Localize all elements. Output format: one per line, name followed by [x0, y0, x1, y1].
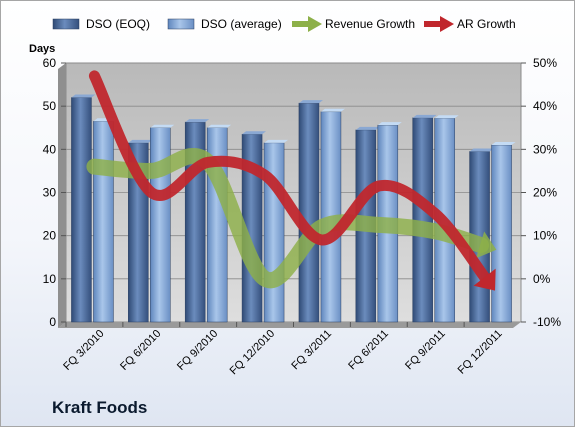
- y2-tick-label: 30%: [533, 142, 557, 156]
- legend-label: DSO (EOQ): [86, 17, 150, 31]
- y2-tick-label: 10%: [533, 229, 557, 243]
- legend-label: AR Growth: [457, 17, 516, 31]
- bar: [412, 117, 433, 323]
- chart-title: Kraft Foods: [52, 398, 148, 417]
- y-tick-label: 10: [43, 272, 57, 286]
- bar-top: [185, 119, 210, 123]
- legend-label: DSO (average): [201, 17, 282, 31]
- bar-top: [71, 94, 96, 98]
- bar-top: [434, 115, 459, 119]
- y-tick-label: 30: [43, 186, 57, 200]
- growth-lines-layer: [86, 70, 497, 291]
- bar-top: [150, 124, 175, 128]
- y2-tick-label: -10%: [533, 315, 561, 329]
- y-tick-label: 50: [43, 99, 57, 113]
- bar-top: [491, 142, 516, 146]
- y-tick-label: 60: [43, 56, 57, 70]
- bar-top: [355, 126, 380, 130]
- bar: [491, 144, 512, 323]
- legend-arrow-icon: [308, 16, 322, 32]
- bar: [263, 142, 285, 323]
- bar-top: [469, 148, 494, 152]
- x-tick-label: FQ 6/2011: [346, 328, 391, 373]
- legend: DSO (EOQ) DSO (average) Revenue Growth AR G…: [52, 16, 516, 32]
- y-axis-title: Days: [29, 43, 55, 55]
- x-tick-label: FQ 12/2011: [456, 328, 505, 377]
- legend-label: Revenue Growth: [325, 17, 415, 31]
- legend-swatch: [167, 18, 195, 30]
- x-tick-label: FQ 6/2010: [118, 328, 163, 373]
- bar-top: [412, 114, 437, 118]
- growth-arrowhead: [473, 268, 496, 291]
- y2-tick-label: 20%: [533, 186, 557, 200]
- growth-arrowhead: [476, 231, 497, 259]
- y2-tick-label: 0%: [533, 272, 551, 286]
- bar-top: [242, 131, 267, 135]
- bar-top: [377, 122, 402, 126]
- y-tick-label: 0: [49, 315, 56, 329]
- x-tick-label: FQ 12/2010: [228, 328, 278, 378]
- legend-swatch: [52, 18, 80, 30]
- bar-top: [298, 100, 323, 104]
- y2-tick-label: 40%: [533, 99, 557, 113]
- plot-floor: [58, 322, 521, 328]
- growth-line: [88, 70, 491, 284]
- x-tick-label: FQ 3/2011: [289, 328, 334, 373]
- x-tick-label: FQ 9/2010: [175, 328, 220, 373]
- x-tick-label: FQ 9/2011: [403, 328, 448, 373]
- y2-tick-label: 50%: [533, 56, 557, 70]
- bar-top: [320, 108, 345, 112]
- legend-arrow-icon: [440, 16, 454, 32]
- y-tick-label: 40: [43, 142, 57, 156]
- x-tick-label: FQ 3/2010: [61, 328, 106, 373]
- y-tick-label: 20: [43, 229, 57, 243]
- bar: [71, 97, 92, 323]
- bar-top: [264, 139, 289, 143]
- bar: [298, 102, 320, 323]
- plot-side-wall: [58, 63, 66, 328]
- bar-top: [128, 139, 153, 143]
- bar: [93, 121, 114, 323]
- growth-line: [86, 148, 490, 289]
- bar-top: [207, 124, 232, 128]
